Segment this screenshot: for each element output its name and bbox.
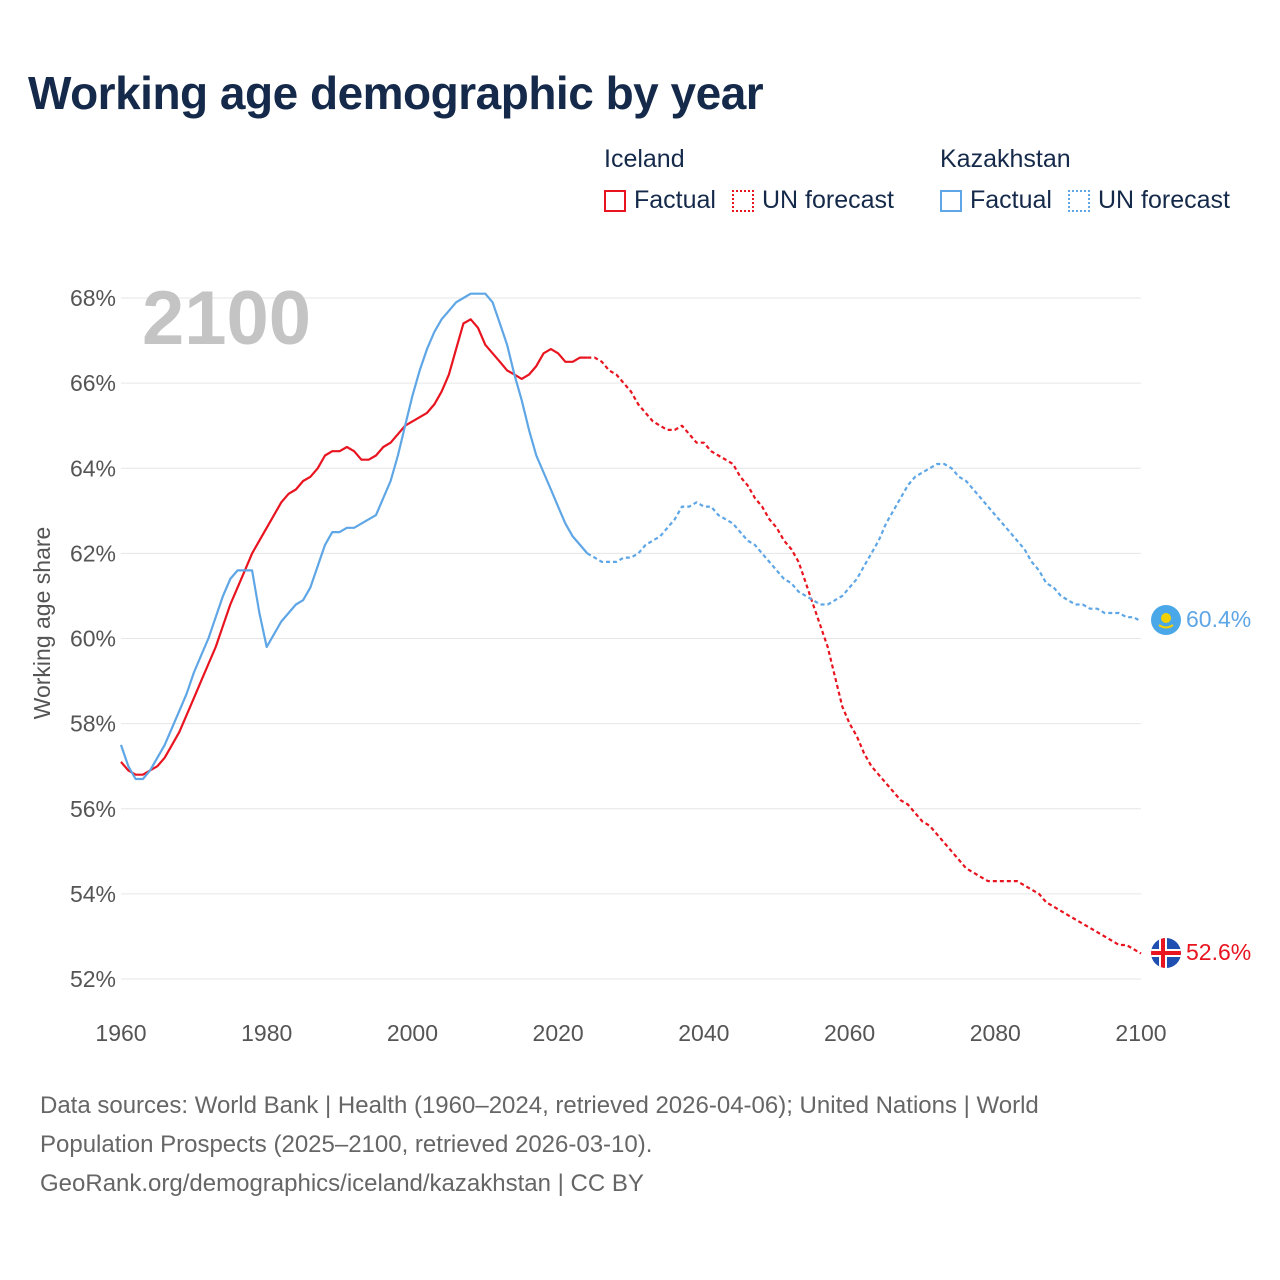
y-tick-label: 56% <box>70 796 116 822</box>
x-tick-label: 2060 <box>824 1020 875 1046</box>
legend-kazakhstan-forecast[interactable]: UN forecast <box>1067 186 1230 215</box>
footer-link[interactable]: GeoRank.org/demographics/iceland/kazakhs… <box>40 1170 644 1197</box>
y-axis-label: Working age share <box>29 527 55 720</box>
iceland-factual-line[interactable] <box>120 318 588 776</box>
legend-kazakhstan-factual[interactable]: Factual <box>940 186 1052 215</box>
x-tick-label: 2020 <box>533 1020 584 1046</box>
kazakhstan-flag-icon[interactable] <box>1151 605 1181 635</box>
y-tick-label: 68% <box>70 285 116 311</box>
kazakhstan-factual-line[interactable] <box>119 292 589 781</box>
y-tick-label: 54% <box>70 881 116 907</box>
iceland-end-label: 52.6% <box>1186 939 1251 965</box>
legend-iceland-factual-swatch <box>604 189 626 212</box>
footer-sources-line2: Population Prospects (2025–2100, retriev… <box>40 1131 653 1158</box>
y-axis-ticks: 52% 54% 56% 58% 60% 62% 64% 66% 68% <box>70 285 116 992</box>
footer: Data sources: World Bank | Health (1960–… <box>40 1086 1240 1203</box>
legend-iceland: Iceland Factual UN forecast <box>604 144 910 215</box>
y-tick-label: 62% <box>70 540 116 566</box>
legend-iceland-forecast-swatch <box>731 189 754 212</box>
footer-sources-line1: Data sources: World Bank | Health (1960–… <box>40 1092 1039 1119</box>
grid-lines <box>121 297 1141 980</box>
chart-title: Working age demographic by year <box>28 67 764 119</box>
y-tick-label: 58% <box>70 711 116 737</box>
iceland-flag-icon[interactable] <box>1150 937 1182 969</box>
x-tick-label: 2080 <box>970 1020 1021 1046</box>
end-markers: 60.4% 52.6% <box>1150 605 1251 969</box>
x-tick-label: 1980 <box>241 1020 292 1046</box>
y-tick-label: 64% <box>70 455 116 481</box>
y-tick-label: 52% <box>70 966 116 992</box>
legend-iceland-title: Iceland <box>604 145 685 173</box>
kazakhstan-end-label: 60.4% <box>1186 606 1251 632</box>
x-tick-label: 2100 <box>1115 1020 1166 1046</box>
y-tick-label: 66% <box>70 370 116 396</box>
kazakhstan-forecast-line[interactable] <box>586 462 1142 623</box>
legend-kazakhstan-factual-swatch <box>940 189 962 212</box>
x-tick-label: 2000 <box>387 1020 438 1046</box>
x-tick-label: 1960 <box>95 1020 146 1046</box>
legend-kazakhstan-title: Kazakhstan <box>940 145 1071 173</box>
legend-kazakhstan-forecast-swatch <box>1067 189 1090 212</box>
y-tick-label: 60% <box>70 626 116 652</box>
legend-kazakhstan: Kazakhstan Factual UN forecast <box>940 144 1246 215</box>
x-axis-ticks: 1960 1980 2000 2020 2040 2060 2080 2100 <box>95 1020 1166 1046</box>
series-lines <box>119 292 1142 955</box>
legend-iceland-factual[interactable]: Factual <box>604 186 716 215</box>
line-chart: 52% 54% 56% 58% 60% 62% 64% 66% 68% 1960 1980 2000… <box>29 276 1251 1046</box>
x-tick-label: 2040 <box>678 1020 729 1046</box>
year-watermark: 2100 <box>142 276 311 361</box>
legend-kazakhstan-forecast-label: UN forecast <box>1097 186 1230 214</box>
legend-iceland-factual-label: Factual <box>634 186 716 214</box>
legend-iceland-forecast-label: UN forecast <box>761 186 894 214</box>
legend-iceland-forecast[interactable]: UN forecast <box>731 186 894 215</box>
iceland-forecast-line[interactable] <box>587 356 1142 955</box>
legend-kazakhstan-factual-label: Factual <box>970 186 1052 214</box>
